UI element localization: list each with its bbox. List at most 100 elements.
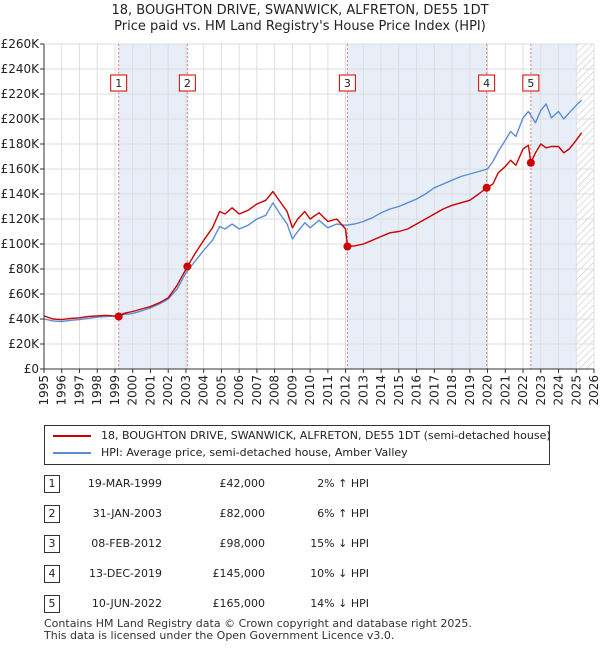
x-tick-label: 2016	[410, 375, 424, 406]
transaction-date: 08-FEB-2012	[91, 537, 162, 550]
legend-swatch-hpi	[53, 452, 91, 454]
y-tick-label: £60K	[8, 287, 40, 301]
y-tick-label: £80K	[8, 262, 40, 276]
x-tick-label: 2003	[179, 375, 193, 406]
x-tick-label: 2011	[321, 375, 335, 406]
legend: 18, BOUGHTON DRIVE, SWANWICK, ALFRETON, …	[44, 425, 551, 465]
chart-title: 18, BOUGHTON DRIVE, SWANWICK, ALFRETON, …	[111, 3, 489, 18]
y-tick-label: £180K	[1, 137, 41, 151]
sale-point	[482, 183, 491, 192]
y-tick-label: £40K	[8, 312, 40, 326]
hpi-line	[43, 99, 583, 323]
x-tick-label: 2004	[197, 375, 211, 406]
x-tick-label: 2021	[498, 375, 512, 406]
transaction-number: 5	[44, 595, 60, 613]
x-tick-label: 2010	[303, 375, 317, 406]
y-tick-label: £200K	[1, 112, 41, 126]
sale-label: 4	[483, 77, 490, 90]
x-tick-label: 2005	[214, 375, 228, 406]
sale-point	[526, 158, 535, 167]
price-chart: £0 £20K £40K £60K £80K £100K £120K £140K £160K £1…	[1, 37, 600, 406]
forecast-hatch	[576, 44, 594, 369]
sale-label: 5	[527, 77, 534, 90]
x-tick-label: 2022	[516, 375, 530, 406]
transaction-hpi: 6% ↑ HPI	[317, 507, 369, 520]
transaction-hpi: 10% ↓ HPI	[310, 567, 369, 580]
x-tick-label: 2025	[569, 375, 583, 406]
x-tick-label: 2000	[126, 375, 140, 406]
legend-swatch-property	[53, 435, 91, 437]
y-tick-label: £20K	[8, 337, 40, 351]
x-tick-label: 2006	[232, 375, 246, 406]
transaction-number: 3	[44, 535, 60, 553]
sale-point	[343, 242, 352, 251]
transaction-price: £82,000	[219, 507, 266, 520]
x-tick-label: 2017	[427, 375, 441, 406]
x-tick-label: 2012	[339, 375, 353, 406]
x-tick-label: 1998	[90, 375, 104, 406]
x-tick-label: 2009	[285, 375, 299, 406]
transaction-price: £145,000	[212, 567, 266, 580]
sale-label: 2	[184, 77, 191, 90]
table-row: 4 13-DEC-2019 £145,000 10% ↓ HPI	[0, 565, 600, 585]
sale-label-box	[178, 74, 196, 92]
x-tick-label: 2019	[463, 375, 477, 406]
y-tick-label: £100K	[1, 237, 41, 251]
legend-label-hpi: HPI: Average price, semi-detached house,…	[101, 446, 408, 459]
transaction-hpi: 14% ↓ HPI	[310, 597, 369, 610]
x-tick-label: 1995	[37, 375, 51, 406]
legend-label-property: 18, BOUGHTON DRIVE, SWANWICK, ALFRETON, …	[101, 429, 551, 442]
y-tick-label: £260K	[1, 37, 41, 51]
transaction-date: 19-MAR-1999	[87, 477, 162, 490]
transaction-number: 1	[44, 475, 60, 493]
footer: Contains HM Land Registry data © Crown c…	[44, 618, 472, 642]
x-tick-label: 2026	[587, 375, 600, 406]
transaction-date: 31-JAN-2003	[92, 507, 162, 520]
y-tick-label: £0	[24, 362, 39, 376]
ownership-band	[118, 44, 188, 369]
x-tick-label: 2024	[552, 375, 566, 406]
x-tick-label: 2023	[534, 375, 548, 406]
footer-copyright: Contains HM Land Registry data © Crown c…	[44, 617, 472, 630]
x-tick-label: 2013	[356, 375, 370, 406]
x-tick-label: 1996	[55, 375, 69, 406]
sale-label-box	[110, 74, 128, 92]
transaction-price: £42,000	[219, 477, 266, 490]
x-tick-label: 2007	[250, 375, 264, 406]
x-tick-label: 2008	[268, 375, 282, 406]
x-tick-label: 2001	[143, 375, 157, 406]
transaction-number: 2	[44, 505, 60, 523]
x-tick-label: 2002	[161, 375, 175, 406]
transaction-hpi: 2% ↑ HPI	[317, 477, 369, 490]
footer-license: This data is licensed under the Open Gov…	[44, 629, 395, 642]
transaction-price: £165,000	[212, 597, 266, 610]
table-row: 3 08-FEB-2012 £98,000 15% ↓ HPI	[0, 535, 600, 555]
sale-label-box	[522, 74, 540, 92]
sale-label: 1	[115, 77, 122, 90]
transaction-number: 4	[44, 565, 60, 583]
transaction-date: 13-DEC-2019	[88, 567, 162, 580]
sale-point	[114, 312, 123, 321]
transaction-price: £98,000	[219, 537, 266, 550]
ownership-band	[530, 44, 577, 369]
x-tick-label: 2020	[481, 375, 495, 406]
transaction-hpi: 15% ↓ HPI	[310, 537, 369, 550]
table-row: 2 31-JAN-2003 £82,000 6% ↑ HPI	[0, 505, 600, 525]
transaction-date: 10-JUN-2022	[91, 597, 162, 610]
sale-label-box	[338, 74, 356, 92]
x-tick-label: 2018	[445, 375, 459, 406]
table-row: 5 10-JUN-2022 £165,000 14% ↓ HPI	[0, 595, 600, 615]
y-tick-label: £220K	[1, 87, 41, 101]
chart-subtitle: Price paid vs. HM Land Registry's House …	[114, 19, 486, 34]
x-tick-label: 1999	[108, 375, 122, 406]
x-tick-label: 1997	[72, 375, 86, 406]
y-tick-label: £240K	[1, 62, 41, 76]
y-tick-label: £120K	[1, 212, 41, 226]
sale-label: 3	[344, 77, 351, 90]
table-row: 1 19-MAR-1999 £42,000 2% ↑ HPI	[0, 475, 600, 495]
sale-point	[183, 262, 192, 271]
x-tick-label: 2014	[374, 375, 388, 406]
property-price-line	[43, 132, 583, 321]
sale-label-box	[478, 74, 496, 92]
y-tick-label: £140K	[1, 187, 41, 201]
